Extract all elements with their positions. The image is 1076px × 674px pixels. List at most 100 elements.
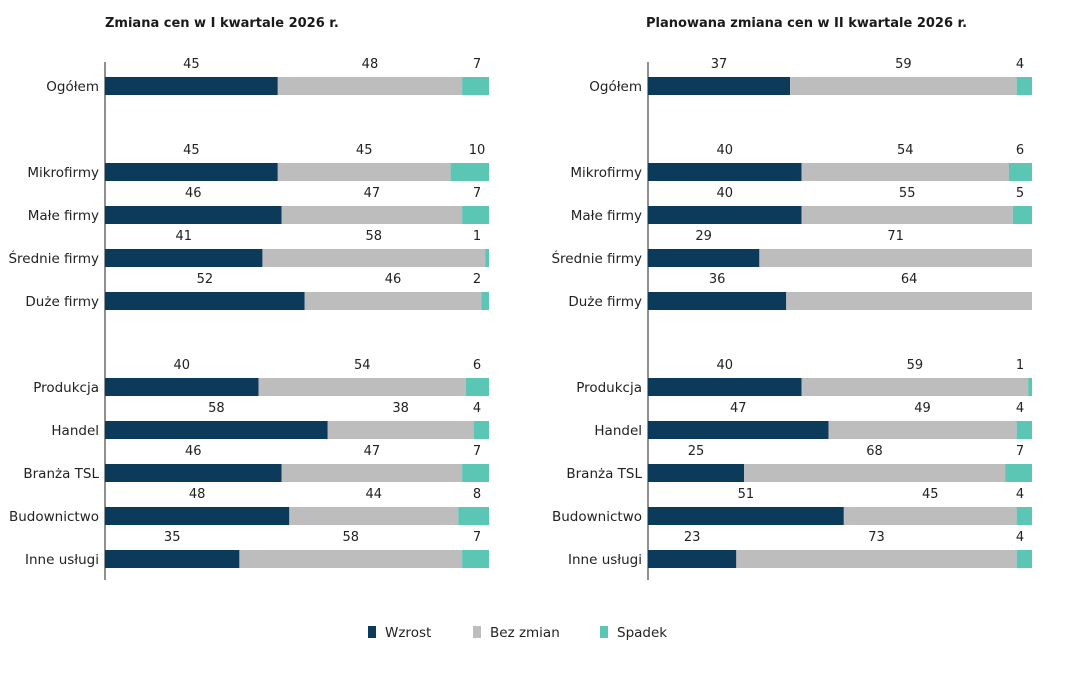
bar-left-budownictwo-wzrost [105, 507, 290, 525]
value-label-right-ogółem-spadek: 4 [1016, 57, 1024, 72]
value-label-left-handel-bez-zmian: 38 [392, 401, 409, 416]
bar-left-handel-wzrost [105, 421, 328, 439]
bar-left-małe-firmy-bez-zmian [281, 206, 463, 224]
legend-swatch-spadek [600, 626, 608, 638]
category-label-left-duże-firmy: Duże firmy [25, 294, 99, 310]
legend-swatch-bez-zmian [473, 626, 481, 638]
bar-left-mikrofirmy-bez-zmian [277, 163, 451, 181]
bar-left-ogółem-spadek [462, 77, 489, 95]
value-label-right-duże-firmy-bez-zmian: 64 [901, 272, 918, 287]
bar-right-handel-wzrost [648, 421, 829, 439]
category-label-right-duże-firmy: Duże firmy [568, 294, 642, 310]
value-label-left-handel-wzrost: 58 [208, 401, 225, 416]
bar-left-duże-firmy-wzrost [105, 292, 305, 310]
bar-left-handel-bez-zmian [327, 421, 474, 439]
bar-left-handel-spadek [473, 421, 489, 439]
bar-left-branża-tsl-bez-zmian [281, 464, 463, 482]
value-label-right-średnie-firmy-bez-zmian: 71 [887, 229, 904, 244]
value-label-right-budownictwo-bez-zmian: 45 [922, 487, 939, 502]
value-label-right-duże-firmy-wzrost: 36 [709, 272, 726, 287]
value-label-left-duże-firmy-wzrost: 52 [197, 272, 214, 287]
category-label-right-ogółem: Ogółem [589, 79, 642, 95]
bar-right-inne-usługi-spadek [1016, 550, 1032, 568]
bar-left-średnie-firmy-spadek [485, 249, 489, 267]
value-label-left-handel-spadek: 4 [473, 401, 481, 416]
value-label-left-produkcja-bez-zmian: 54 [354, 358, 371, 373]
value-label-right-inne-usługi-wzrost: 23 [684, 530, 701, 545]
bar-left-małe-firmy-spadek [462, 206, 489, 224]
category-label-left-małe-firmy: Małe firmy [28, 208, 99, 224]
value-label-right-handel-bez-zmian: 49 [914, 401, 931, 416]
bar-left-budownictwo-spadek [458, 507, 489, 525]
chart-title-right: Planowana zmiana cen w II kwartale 2026 … [646, 16, 967, 31]
bar-left-branża-tsl-spadek [462, 464, 489, 482]
value-label-left-produkcja-wzrost: 40 [174, 358, 191, 373]
bar-right-produkcja-wzrost [648, 378, 802, 396]
bar-left-branża-tsl-wzrost [105, 464, 282, 482]
bar-right-duże-firmy-wzrost [648, 292, 787, 310]
bar-right-średnie-firmy-wzrost [648, 249, 760, 267]
category-label-right-mikrofirmy: Mikrofirmy [570, 165, 642, 181]
value-label-left-budownictwo-wzrost: 48 [189, 487, 206, 502]
legend-label-spadek: Spadek [617, 625, 667, 641]
bar-left-mikrofirmy-wzrost [105, 163, 278, 181]
category-label-left-ogółem: Ogółem [46, 79, 99, 95]
value-label-right-małe-firmy-bez-zmian: 55 [899, 186, 916, 201]
legend-label-wzrost: Wzrost [385, 625, 431, 641]
value-label-left-inne-usługi-wzrost: 35 [164, 530, 181, 545]
value-label-right-produkcja-wzrost: 40 [717, 358, 734, 373]
category-label-right-inne-usługi: Inne usługi [568, 552, 642, 568]
bar-left-inne-usługi-spadek [462, 550, 489, 568]
value-label-right-produkcja-spadek: 1 [1016, 358, 1024, 373]
bar-left-produkcja-bez-zmian [258, 378, 466, 396]
value-label-right-branża-tsl-wzrost: 25 [688, 444, 705, 459]
bar-right-budownictwo-wzrost [648, 507, 844, 525]
bar-left-budownictwo-bez-zmian [289, 507, 459, 525]
bar-right-małe-firmy-wzrost [648, 206, 802, 224]
value-label-right-mikrofirmy-spadek: 6 [1016, 143, 1024, 158]
value-label-right-małe-firmy-wzrost: 40 [717, 186, 734, 201]
value-label-left-duże-firmy-bez-zmian: 46 [385, 272, 402, 287]
bar-right-małe-firmy-spadek [1012, 206, 1032, 224]
value-label-right-ogółem-bez-zmian: 59 [895, 57, 912, 72]
bar-left-produkcja-wzrost [105, 378, 259, 396]
value-label-right-ogółem-wzrost: 37 [711, 57, 728, 72]
bar-right-małe-firmy-bez-zmian [801, 206, 1013, 224]
value-label-left-średnie-firmy-wzrost: 41 [175, 229, 192, 244]
value-label-right-mikrofirmy-bez-zmian: 54 [897, 143, 914, 158]
bar-right-budownictwo-spadek [1016, 507, 1032, 525]
value-label-right-średnie-firmy-wzrost: 29 [695, 229, 712, 244]
category-label-right-branża-tsl: Branża TSL [566, 466, 642, 482]
category-label-left-branża-tsl: Branża TSL [23, 466, 99, 482]
category-label-left-inne-usługi: Inne usługi [25, 552, 99, 568]
value-label-left-mikrofirmy-spadek: 10 [469, 143, 486, 158]
value-label-left-małe-firmy-wzrost: 46 [185, 186, 202, 201]
bar-left-inne-usługi-wzrost [105, 550, 240, 568]
bar-left-ogółem-bez-zmian [277, 77, 463, 95]
bar-right-handel-bez-zmian [828, 421, 1017, 439]
bar-left-ogółem-wzrost [105, 77, 278, 95]
bar-right-branża-tsl-spadek [1005, 464, 1032, 482]
bar-right-mikrofirmy-wzrost [648, 163, 802, 181]
chart-title-left: Zmiana cen w I kwartale 2026 r. [105, 16, 339, 31]
value-label-right-handel-wzrost: 47 [730, 401, 747, 416]
bar-right-branża-tsl-wzrost [648, 464, 744, 482]
bar-right-średnie-firmy-bez-zmian [759, 249, 1032, 267]
value-label-right-inne-usługi-bez-zmian: 73 [868, 530, 885, 545]
bar-right-branża-tsl-bez-zmian [744, 464, 1006, 482]
value-label-right-mikrofirmy-wzrost: 40 [717, 143, 734, 158]
value-label-left-średnie-firmy-spadek: 1 [473, 229, 481, 244]
value-label-right-budownictwo-wzrost: 51 [738, 487, 755, 502]
value-label-left-branża-tsl-spadek: 7 [473, 444, 481, 459]
bar-right-budownictwo-bez-zmian [843, 507, 1017, 525]
value-label-left-ogółem-spadek: 7 [473, 57, 481, 72]
value-label-right-handel-spadek: 4 [1016, 401, 1024, 416]
bar-right-duże-firmy-bez-zmian [786, 292, 1032, 310]
value-label-left-branża-tsl-wzrost: 46 [185, 444, 202, 459]
value-label-left-budownictwo-spadek: 8 [473, 487, 481, 502]
bar-right-mikrofirmy-spadek [1008, 163, 1032, 181]
value-label-right-branża-tsl-spadek: 7 [1016, 444, 1024, 459]
value-label-right-małe-firmy-spadek: 5 [1016, 186, 1024, 201]
value-label-left-małe-firmy-bez-zmian: 47 [364, 186, 381, 201]
